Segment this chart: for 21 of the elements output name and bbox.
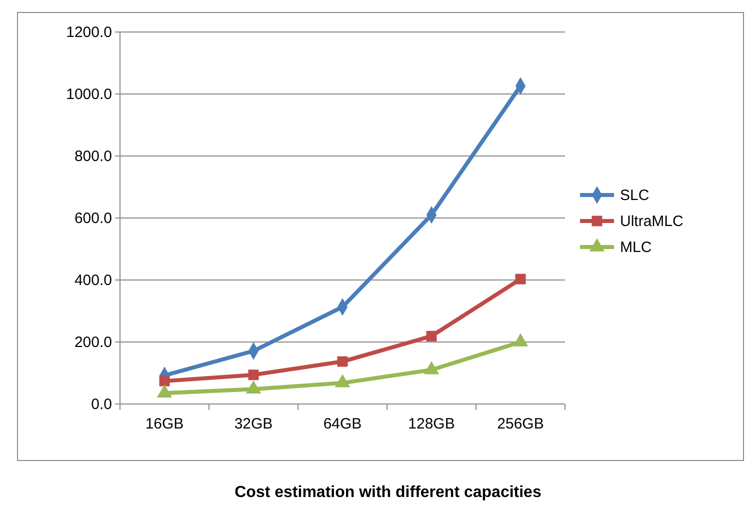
point <box>248 370 259 380</box>
legend-label: SLC <box>620 187 650 204</box>
y-tick-label: 0.0 <box>91 396 112 413</box>
x-tick-label: 16GB <box>145 416 184 433</box>
legend-label: UltraMLC <box>620 213 684 230</box>
point <box>515 274 526 284</box>
point <box>159 376 170 386</box>
x-tick-label: 256GB <box>497 416 544 433</box>
point <box>426 330 437 342</box>
y-tick-label: 200.0 <box>74 334 112 351</box>
text: Cost estimation with different capacities <box>234 484 542 501</box>
legend-label: MLC <box>620 239 652 256</box>
y-tick-label: 600.0 <box>74 210 112 227</box>
y-tick-label: 1200.0 <box>66 24 112 41</box>
y-tick-label: 400.0 <box>74 272 112 289</box>
x-tick-label: 128GB <box>408 416 455 433</box>
y-tick-label: 800.0 <box>74 148 112 165</box>
point <box>337 356 348 367</box>
x-tick-label: 64GB <box>323 416 362 433</box>
x-tick-label: 32GB <box>234 416 273 433</box>
y-tick-label: 1000.0 <box>66 86 112 103</box>
